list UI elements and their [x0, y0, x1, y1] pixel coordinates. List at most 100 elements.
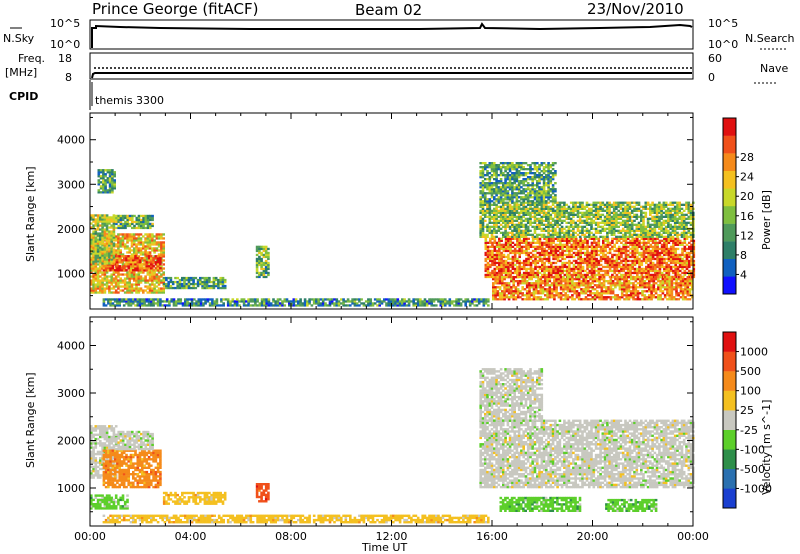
heatmap-cell	[624, 265, 628, 269]
heatmap-cell	[527, 273, 530, 277]
heatmap-cell	[556, 259, 560, 263]
heatmap-cell	[119, 277, 122, 280]
heatmap-cell	[532, 284, 536, 287]
heatmap-cell	[500, 239, 503, 242]
heatmap-cell	[535, 290, 538, 293]
heatmap-cell	[99, 269, 102, 272]
heatmap-cell	[502, 261, 506, 265]
heatmap-cell	[513, 207, 516, 210]
heatmap-cell	[132, 302, 135, 305]
heatmap-cell	[221, 280, 225, 284]
heatmap-cell	[484, 300, 488, 303]
heatmap-cell	[611, 269, 614, 273]
heatmap-cell	[643, 280, 647, 283]
heatmap-cell	[611, 261, 614, 265]
heatmap-cell	[517, 229, 521, 232]
heatmap-cell	[430, 302, 433, 305]
heatmap-cell	[199, 282, 202, 286]
heatmap-cell	[121, 226, 125, 230]
heatmap-cell	[94, 267, 98, 270]
heatmap-cell	[598, 298, 601, 301]
heatmap-cell	[563, 261, 567, 265]
heatmap-cell	[501, 292, 504, 295]
heatmap-cell	[606, 257, 610, 261]
heatmap-cell	[505, 296, 509, 299]
heatmap-cell	[576, 213, 580, 216]
heatmap-cell	[167, 284, 170, 288]
heatmap-cell	[128, 239, 131, 242]
heatmap-cell	[545, 223, 548, 226]
heatmap-cell	[658, 255, 662, 259]
heatmap-cell	[577, 265, 580, 269]
heatmap-cell	[636, 245, 639, 248]
heatmap-cell	[444, 300, 447, 303]
heatmap-cell	[221, 276, 225, 280]
heatmap-cell	[514, 276, 518, 279]
heatmap-cell	[647, 245, 650, 248]
heatmap-cell	[616, 294, 619, 297]
heatmap-cell	[574, 267, 578, 271]
heatmap-cell	[588, 245, 592, 248]
heatmap-cell	[525, 269, 528, 273]
heatmap-cell	[540, 235, 544, 238]
heatmap-cell	[495, 235, 498, 238]
heatmap-cell	[530, 292, 533, 295]
heatmap-cell	[133, 287, 136, 290]
heatmap-cell	[633, 237, 637, 240]
heatmap-cell	[162, 291, 165, 294]
heatmap-cell	[108, 248, 111, 251]
heatmap-cell	[554, 201, 557, 204]
heatmap-cell	[604, 269, 607, 273]
heatmap-cell	[559, 286, 563, 289]
heatmap-cell	[123, 291, 127, 294]
heatmap-cell	[367, 300, 370, 303]
heatmap-cell	[575, 284, 579, 287]
heatmap-cell	[210, 286, 213, 290]
heatmap-cell	[157, 277, 161, 280]
heatmap-cell	[534, 249, 537, 253]
heatmap-cell	[96, 263, 100, 266]
heatmap-cell	[514, 286, 518, 289]
heatmap-cell	[231, 298, 235, 301]
heatmap-cell	[647, 267, 650, 271]
heatmap-cell	[620, 269, 623, 273]
heatmap-cell	[504, 255, 508, 259]
heatmap-cell	[523, 278, 527, 281]
heatmap-cell	[615, 237, 619, 240]
heatmap-cell	[552, 251, 555, 255]
heatmap-cell	[620, 284, 624, 287]
heatmap-cell	[529, 267, 533, 271]
heatmap-cell	[526, 231, 530, 234]
heatmap-cell	[203, 276, 207, 280]
heatmap-cell	[545, 253, 549, 257]
heatmap-cell	[419, 298, 422, 301]
heatmap-cell	[162, 249, 165, 252]
heatmap-cell	[102, 304, 106, 307]
heatmap-cell	[392, 300, 395, 303]
heatmap-cell	[613, 245, 616, 248]
heatmap-cell	[471, 300, 474, 303]
heatmap-cell	[504, 229, 507, 232]
heatmap-cell	[541, 243, 544, 246]
heatmap-cell	[636, 251, 639, 255]
heatmap-cell	[593, 267, 596, 271]
heatmap-cell	[517, 233, 521, 236]
heatmap-cell	[437, 300, 440, 303]
heatmap-cell	[524, 219, 528, 222]
heatmap-cell	[561, 255, 564, 259]
heatmap-cell	[593, 292, 597, 295]
heatmap-cell	[636, 278, 640, 281]
heatmap-cell	[572, 229, 575, 232]
heatmap-cell	[629, 273, 632, 277]
heatmap-cell	[530, 278, 533, 281]
heatmap-cell	[605, 296, 608, 299]
heatmap-cell	[108, 226, 111, 229]
heatmap-cell	[147, 304, 151, 307]
heatmap-cell	[260, 261, 263, 265]
heatmap-cell	[489, 245, 492, 248]
heatmap-cell	[572, 207, 575, 210]
heatmap-cell	[499, 227, 503, 230]
heatmap-cell	[632, 298, 635, 301]
heatmap-cell	[146, 220, 150, 224]
heatmap-cell	[148, 273, 152, 276]
